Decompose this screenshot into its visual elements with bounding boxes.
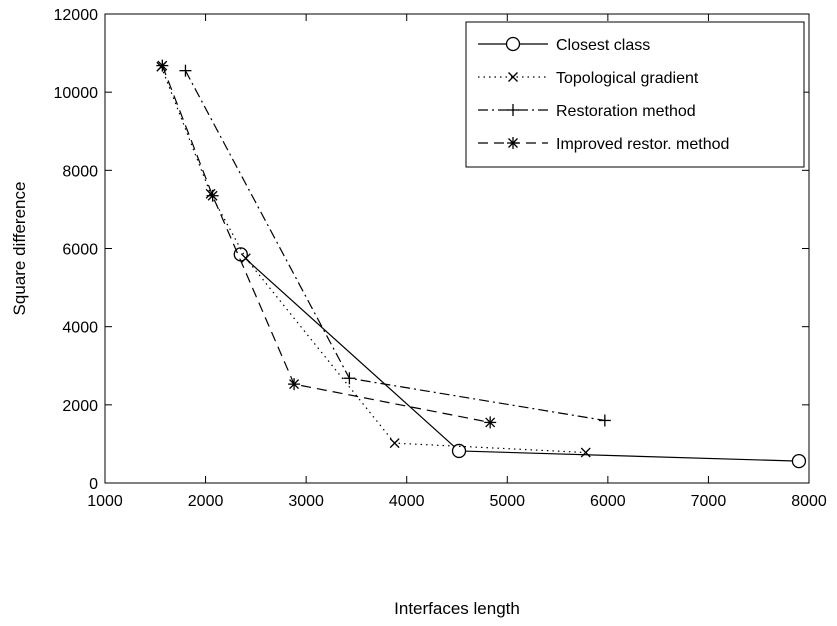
- legend-box: [465, 21, 805, 168]
- x-tick-label: 7000: [691, 493, 727, 510]
- legend-entry: Topological gradient: [478, 70, 699, 87]
- legend: Closest class Topological gradient Restora…: [465, 21, 805, 168]
- data-point: [206, 189, 219, 202]
- series-0: [233, 247, 807, 469]
- legend-marker: [507, 137, 519, 149]
- legend-entry: Improved restor. method: [478, 136, 729, 153]
- x-tick-label: 2000: [188, 493, 224, 510]
- x-tick-label: 3000: [288, 493, 324, 510]
- y-tick-label: 10000: [54, 85, 99, 102]
- axis-ticks: 1000 2000 3000 4000 5000 6000 7000 8000 0 2000 400…: [54, 7, 827, 510]
- x-tick-label: 6000: [590, 493, 626, 510]
- x-tick-label: 5000: [489, 493, 525, 510]
- x-tick-label: 1000: [87, 493, 123, 510]
- x-tick-label: 4000: [389, 493, 425, 510]
- legend-marker: [507, 104, 519, 116]
- legend-label: Closest class: [556, 37, 650, 54]
- data-point: [389, 438, 400, 449]
- y-axis-title: Square difference: [10, 182, 29, 316]
- y-tick-label: 0: [89, 476, 98, 493]
- data-point: [791, 453, 807, 469]
- y-tick-label: 2000: [62, 398, 98, 415]
- series-3: [156, 59, 497, 429]
- legend-marker: [508, 72, 518, 82]
- x-tick-label: 8000: [791, 493, 827, 510]
- y-tick-label: 8000: [62, 163, 98, 180]
- data-point: [484, 416, 497, 429]
- y-tick-label: 12000: [54, 7, 99, 24]
- legend-marker: [505, 36, 521, 52]
- legend-label: Improved restor. method: [556, 136, 729, 153]
- legend-label: Topological gradient: [556, 70, 699, 87]
- data-point: [179, 64, 192, 77]
- series-line: [161, 65, 491, 424]
- data-point: [288, 378, 301, 391]
- y-tick-label: 4000: [62, 320, 98, 337]
- legend-label: Restoration method: [556, 103, 696, 120]
- data-point: [598, 414, 611, 427]
- data-point: [451, 443, 467, 459]
- legend-entry: Restoration method: [478, 103, 696, 120]
- data-point: [580, 447, 591, 458]
- data-point: [240, 253, 251, 264]
- y-tick-label: 6000: [62, 242, 98, 259]
- data-point: [343, 372, 356, 385]
- series-2: [179, 64, 611, 427]
- series-lines: [156, 59, 807, 469]
- legend-entry: Closest class: [478, 36, 650, 54]
- data-point: [156, 59, 169, 72]
- x-axis-title: Interfaces length: [394, 599, 520, 618]
